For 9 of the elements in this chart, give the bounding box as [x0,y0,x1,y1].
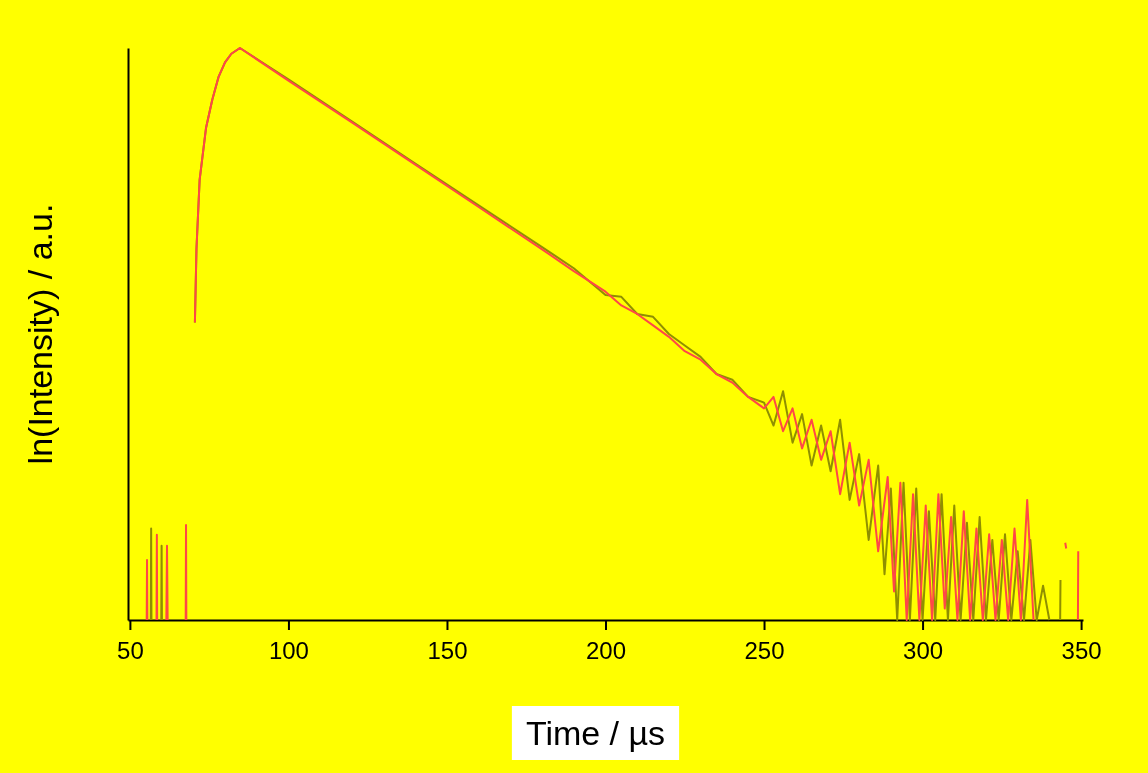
x-tick-label: 350 [1061,637,1102,665]
x-tick-label: 200 [585,637,627,665]
x-axis-title: Time / µs [525,714,666,752]
x-tick-label: 100 [268,637,309,665]
x-tick-label: 250 [744,637,785,665]
x-tick-label: 300 [903,637,944,665]
y-axis-title: ln(Intensity) / a.u. [21,203,59,465]
x-tick-label: 50 [117,637,144,665]
x-tick-label: 150 [427,637,468,665]
